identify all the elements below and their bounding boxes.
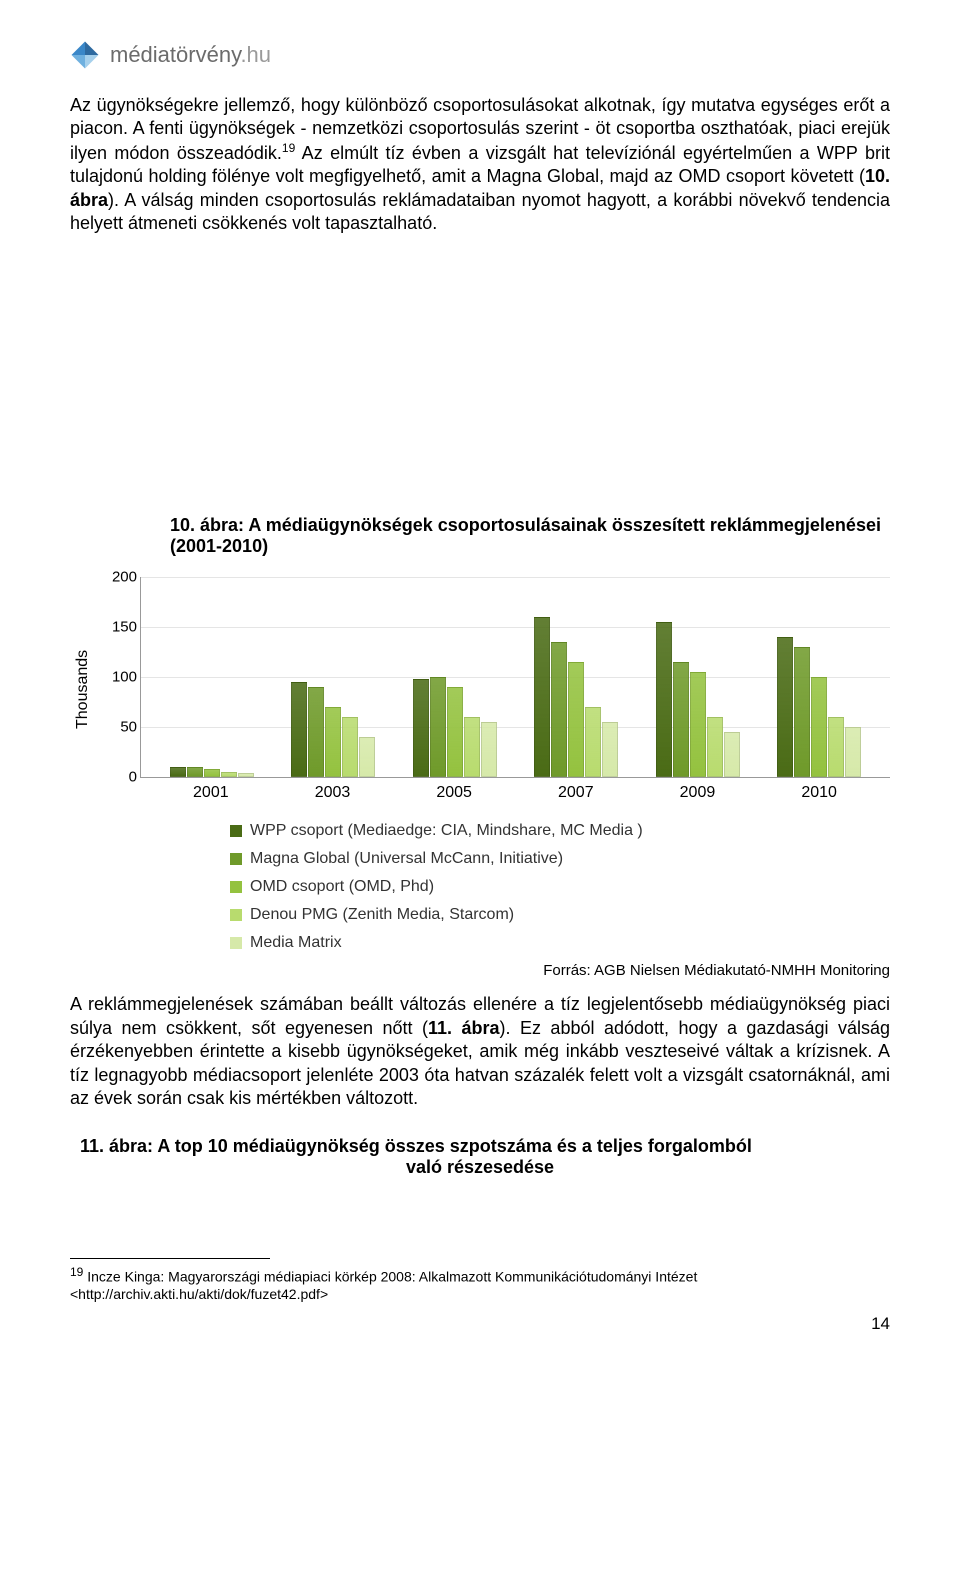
footnote-ref-19: 19 [282,141,295,155]
chart-ytick: 200 [112,569,137,586]
paragraph-2: A reklámmegjelenések számában beállt vál… [70,993,890,1110]
chart-bar [585,707,601,777]
legend-label: OMD csoport (OMD, Phd) [250,878,434,896]
legend-swatch [230,853,242,865]
site-name-main: médiatörvény [110,42,240,67]
legend-swatch [230,909,242,921]
chart-plot-area: 050100150200 [140,577,890,778]
chart-bar [447,687,463,777]
chart-bar-group [413,677,497,777]
chart-bar [724,732,740,777]
chart-bar [325,707,341,777]
chart-bar [690,672,706,777]
legend-label: Denou PMG (Zenith Media, Starcom) [250,906,514,924]
chart-bar-group [777,637,861,777]
legend-swatch [230,881,242,893]
chart-bar [811,677,827,777]
chart-xtick: 2007 [558,784,594,802]
chart-bar [845,727,861,777]
chart-source: Forrás: AGB Nielsen Médiakutató-NMHH Mon… [70,962,890,979]
chart-bar [413,679,429,777]
legend-label: Magna Global (Universal McCann, Initiati… [250,850,563,868]
legend-swatch [230,825,242,837]
chart-bar [342,717,358,777]
chart-xtick: 2005 [436,784,472,802]
chart-bar [308,687,324,777]
chart-xtick: 2003 [315,784,351,802]
chart-bar [534,617,550,777]
legend-item: Denou PMG (Zenith Media, Starcom) [230,906,890,924]
site-name: médiatörvény.hu [110,42,271,68]
chart-bar-group [291,682,375,777]
chart-y-axis-label: Thousands [70,577,96,802]
chart-bar-group [170,767,254,777]
chart-ytick: 100 [112,669,137,686]
chart-bar [238,773,254,777]
chart-bar [707,717,723,777]
chart-bar [187,767,203,777]
legend-item: Magna Global (Universal McCann, Initiati… [230,850,890,868]
chart-bar [170,767,186,777]
legend-item: WPP csoport (Mediaedge: CIA, Mindshare, … [230,822,890,840]
chart-bar [481,722,497,777]
figure-10-title: 10. ábra: A médiaügynökségek csoportosul… [70,515,890,557]
chart-ytick: 0 [129,769,137,786]
legend-swatch [230,937,242,949]
legend-label: Media Matrix [250,934,342,952]
chart-bar [602,722,618,777]
page-header: médiatörvény.hu [70,40,890,80]
chart-bar [464,717,480,777]
chart-bar [204,769,220,777]
figure-11-title: 11. ábra: A top 10 médiaügynökség összes… [70,1136,890,1178]
chart-xtick: 2009 [680,784,716,802]
chart-bar [221,772,237,777]
paragraph-1: Az ügynökségekre jellemző, hogy különböz… [70,94,890,235]
chart-bar [551,642,567,777]
chart-xtick: 2010 [801,784,837,802]
chart-ytick: 150 [112,619,137,636]
chart-x-labels: 2001 2003 2005 2007 2009 2010 [140,778,890,802]
chart-xtick: 2001 [193,784,229,802]
site-name-tld: .hu [240,42,271,67]
chart-bar-group [656,622,740,777]
chart-bar [673,662,689,777]
chart-ytick: 50 [120,719,137,736]
legend-item: OMD csoport (OMD, Phd) [230,878,890,896]
chart-bar [430,677,446,777]
chart-bar [359,737,375,777]
chart-bar [777,637,793,777]
chart-bar [656,622,672,777]
chart-container: Thousands 050100150200 20012003200520072… [70,577,890,802]
chart-legend: WPP csoport (Mediaedge: CIA, Mindshare, … [230,822,890,952]
footnote-separator [70,1258,270,1259]
chart-bar [794,647,810,777]
chart-bar [291,682,307,777]
chart-bar-group [534,617,618,777]
chart-bar [568,662,584,777]
page-number: 14 [70,1314,890,1334]
logo-icon [70,40,100,70]
legend-item: Media Matrix [230,934,890,952]
footnote-19: 19 Incze Kinga: Magyarországi médiapiaci… [70,1265,890,1304]
chart-bar [828,717,844,777]
legend-label: WPP csoport (Mediaedge: CIA, Mindshare, … [250,822,643,840]
